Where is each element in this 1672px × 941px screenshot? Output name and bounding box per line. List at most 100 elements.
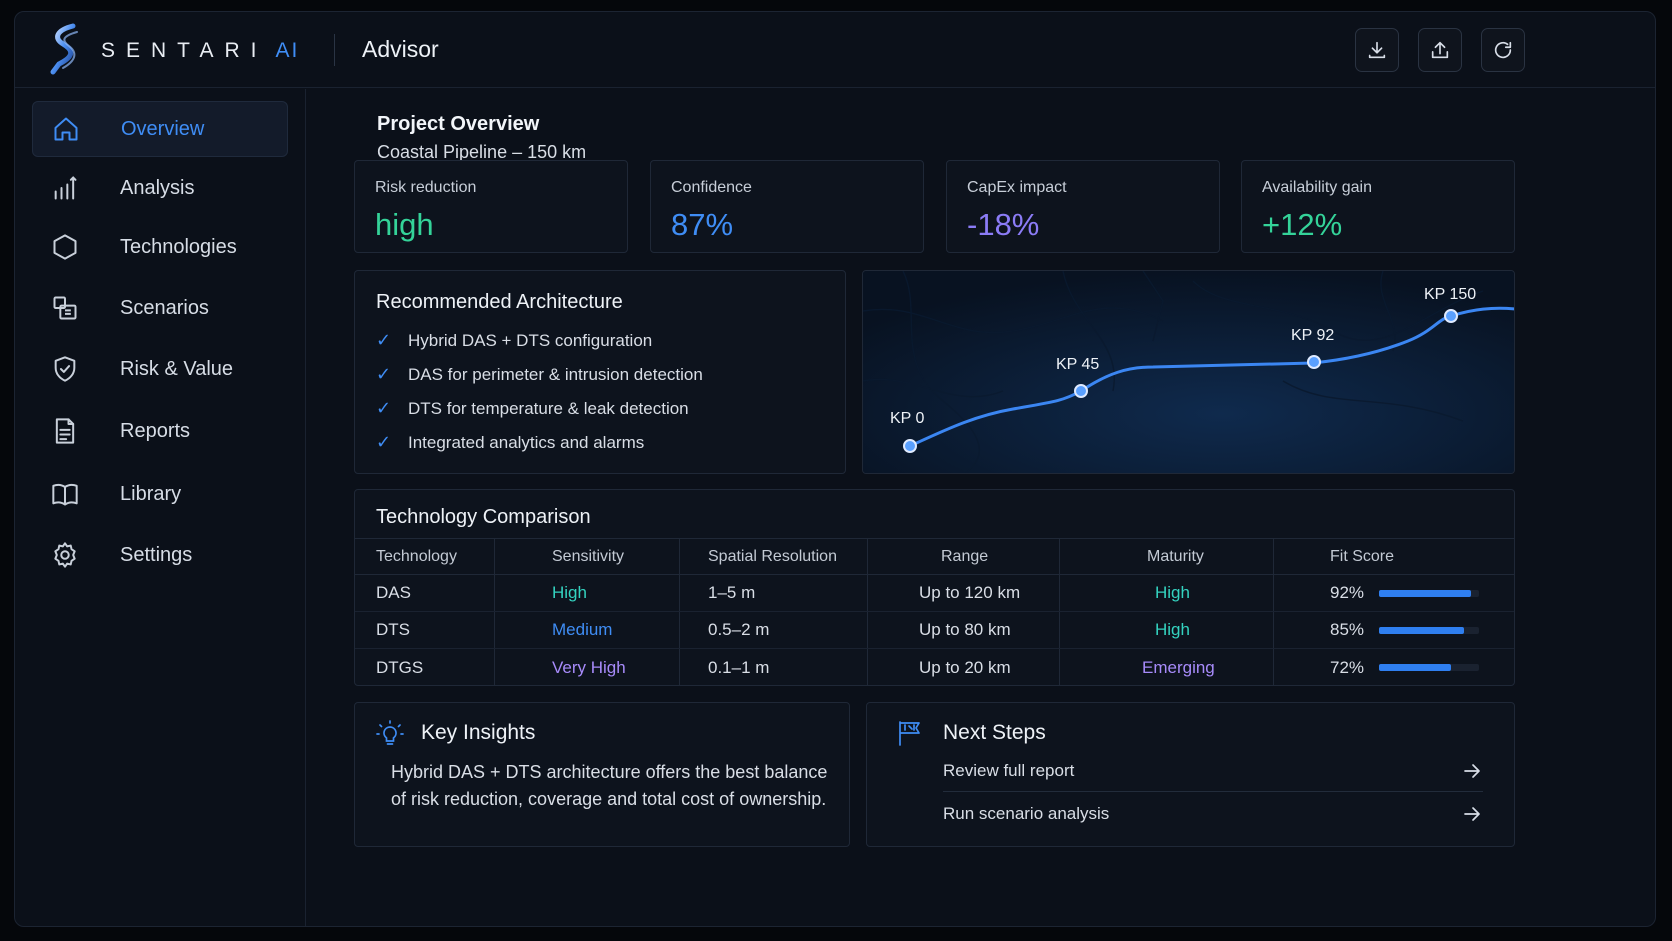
sidebar-item-label: Overview (121, 117, 205, 140)
table-header: Technology Sensitivity Spatial Resolutio… (355, 538, 1514, 575)
architecture-item: ✓ Hybrid DAS + DTS configuration (376, 330, 652, 351)
cell-technology: DTS (376, 620, 410, 639)
sidebar-item-risk-value[interactable]: Risk & Value (32, 341, 288, 397)
architecture-item: ✓ DTS for temperature & leak detection (376, 398, 689, 419)
kpi-label: Availability gain (1262, 179, 1372, 196)
map-marker-kp45 (1074, 384, 1088, 398)
architecture-item-label: Hybrid DAS + DTS configuration (408, 330, 653, 350)
sidebar-item-label: Analysis (120, 176, 195, 199)
kpi-card-capex-impact: CapEx impact -18% (946, 160, 1220, 253)
next-steps-divider (943, 791, 1483, 792)
kpi-label: Risk reduction (375, 179, 477, 196)
architecture-card: Recommended Architecture ✓ Hybrid DAS + D… (354, 270, 846, 474)
next-step-review-report[interactable]: Review full report (943, 750, 1483, 792)
cell-maturity: High (1155, 583, 1190, 602)
next-step-label: Run scenario analysis (943, 804, 1110, 823)
kpi-value: -18% (967, 207, 1040, 242)
sidebar-item-scenarios[interactable]: Scenarios (32, 280, 288, 336)
table-row[interactable]: DTGS Very High 0.1–1 m Up to 20 km Emerg… (355, 649, 1514, 686)
cell-fit-score: 72% (1330, 657, 1365, 677)
cell-resolution: 0.1–1 m (708, 657, 770, 677)
key-insights-card: Key Insights Hybrid DAS + DTS architectu… (354, 702, 850, 847)
cell-maturity: High (1155, 620, 1190, 639)
cell-resolution: 0.5–2 m (708, 620, 770, 639)
col-header-technology: Technology (376, 547, 457, 565)
insights-text: Hybrid DAS + DTS architecture offers the… (391, 762, 828, 809)
flag-icon (899, 721, 920, 746)
kpi-value: 87% (671, 207, 734, 242)
map-label-kp150: KP 150 (1424, 286, 1476, 303)
top-bar: SENTARI AI Advisor (15, 12, 1655, 88)
sidebar-item-technologies[interactable]: Technologies (32, 219, 288, 275)
cell-maturity: Emerging (1142, 657, 1215, 677)
cell-technology: DTGS (376, 657, 424, 677)
sidebar-item-analysis[interactable]: Analysis (32, 160, 288, 216)
architecture-item-label: Integrated analytics and alarms (408, 432, 645, 452)
fit-score-fill (1379, 664, 1451, 671)
technology-comparison-card: Technology Comparison Technology Sensiti… (354, 489, 1515, 686)
next-steps-title: Next Steps (943, 721, 1046, 744)
next-step-run-scenario[interactable]: Run scenario analysis (943, 793, 1483, 835)
col-header-maturity: Maturity (1147, 547, 1204, 565)
hexagon-icon (50, 232, 80, 262)
scenarios-icon (50, 293, 80, 323)
page-subtitle: Coastal Pipeline – 150 km (377, 142, 587, 162)
sidebar-item-label: Settings (120, 543, 193, 566)
download-icon (1368, 41, 1386, 59)
download-button[interactable] (1355, 28, 1399, 72)
refresh-icon (1494, 41, 1512, 59)
map-label-kp0: KP 0 (890, 410, 925, 427)
upload-button[interactable] (1418, 28, 1462, 72)
column-divider (494, 538, 495, 686)
kpi-value: +12% (1262, 207, 1343, 242)
checkmark-icon: ✓ (376, 398, 392, 418)
gear-icon (50, 540, 80, 570)
app-title: Advisor (362, 36, 439, 62)
cell-resolution: 1–5 m (708, 583, 756, 602)
map-label-kp45: KP 45 (1056, 356, 1099, 373)
terrain-lines (863, 271, 1484, 473)
cell-range: Up to 20 km (919, 657, 1011, 677)
upload-icon (1431, 41, 1449, 59)
next-step-label: Review full report (943, 761, 1075, 780)
sidebar-item-label: Risk & Value (120, 357, 234, 380)
cell-technology: DAS (376, 583, 411, 602)
refresh-button[interactable] (1481, 28, 1525, 72)
sidebar-item-settings[interactable]: Settings (32, 527, 288, 583)
sidebar-item-library[interactable]: Library (32, 466, 288, 522)
map-canvas: KP 0 KP 45 KP 92 KP 150 (863, 271, 1514, 473)
architecture-item: ✓ DAS for perimeter & intrusion detection (376, 364, 703, 385)
cell-range: Up to 120 km (919, 583, 1021, 602)
document-icon (50, 416, 80, 446)
table-row[interactable]: DTS Medium 0.5–2 m Up to 80 km High 85% (355, 612, 1514, 649)
cell-sensitivity: Medium (552, 620, 613, 639)
sidebar-item-overview[interactable]: Overview (32, 101, 288, 157)
main-content: Project Overview Coastal Pipeline – 150 … (306, 89, 1655, 926)
brand-name: SENTARI AI (101, 39, 300, 62)
architecture-title: Recommended Architecture (376, 291, 623, 313)
fit-score-bar (1379, 590, 1479, 597)
arrow-right-icon (1464, 764, 1480, 778)
sidebar-item-reports[interactable]: Reports (32, 403, 288, 459)
map-label-kp92: KP 92 (1291, 327, 1334, 344)
pipeline-map[interactable]: KP 0 KP 45 KP 92 KP 150 (862, 270, 1515, 474)
sidebar-item-label: Technologies (120, 235, 237, 258)
cell-fit-score: 85% (1330, 620, 1365, 639)
fit-score-bar (1379, 664, 1479, 671)
kpi-card-availability-gain: Availability gain +12% (1241, 160, 1515, 253)
map-marker-kp92 (1307, 355, 1321, 369)
table-row[interactable]: DAS High 1–5 m Up to 120 km High 92% (355, 575, 1514, 612)
column-divider (1273, 538, 1274, 686)
cell-sensitivity: Very High (552, 657, 626, 677)
sidebar: Overview Analysis Technologies Scenarios… (15, 89, 306, 926)
architecture-item-label: DAS for perimeter & intrusion detection (408, 364, 703, 384)
col-header-fit-score: Fit Score (1330, 547, 1395, 565)
page-title: Project Overview (377, 113, 540, 135)
checkmark-icon: ✓ (376, 432, 392, 452)
kpi-card-confidence: Confidence 87% (650, 160, 924, 253)
column-divider (867, 538, 868, 686)
header-divider (334, 34, 335, 66)
checkmark-icon: ✓ (376, 330, 392, 350)
book-icon (50, 479, 80, 509)
cell-sensitivity: High (552, 583, 587, 602)
